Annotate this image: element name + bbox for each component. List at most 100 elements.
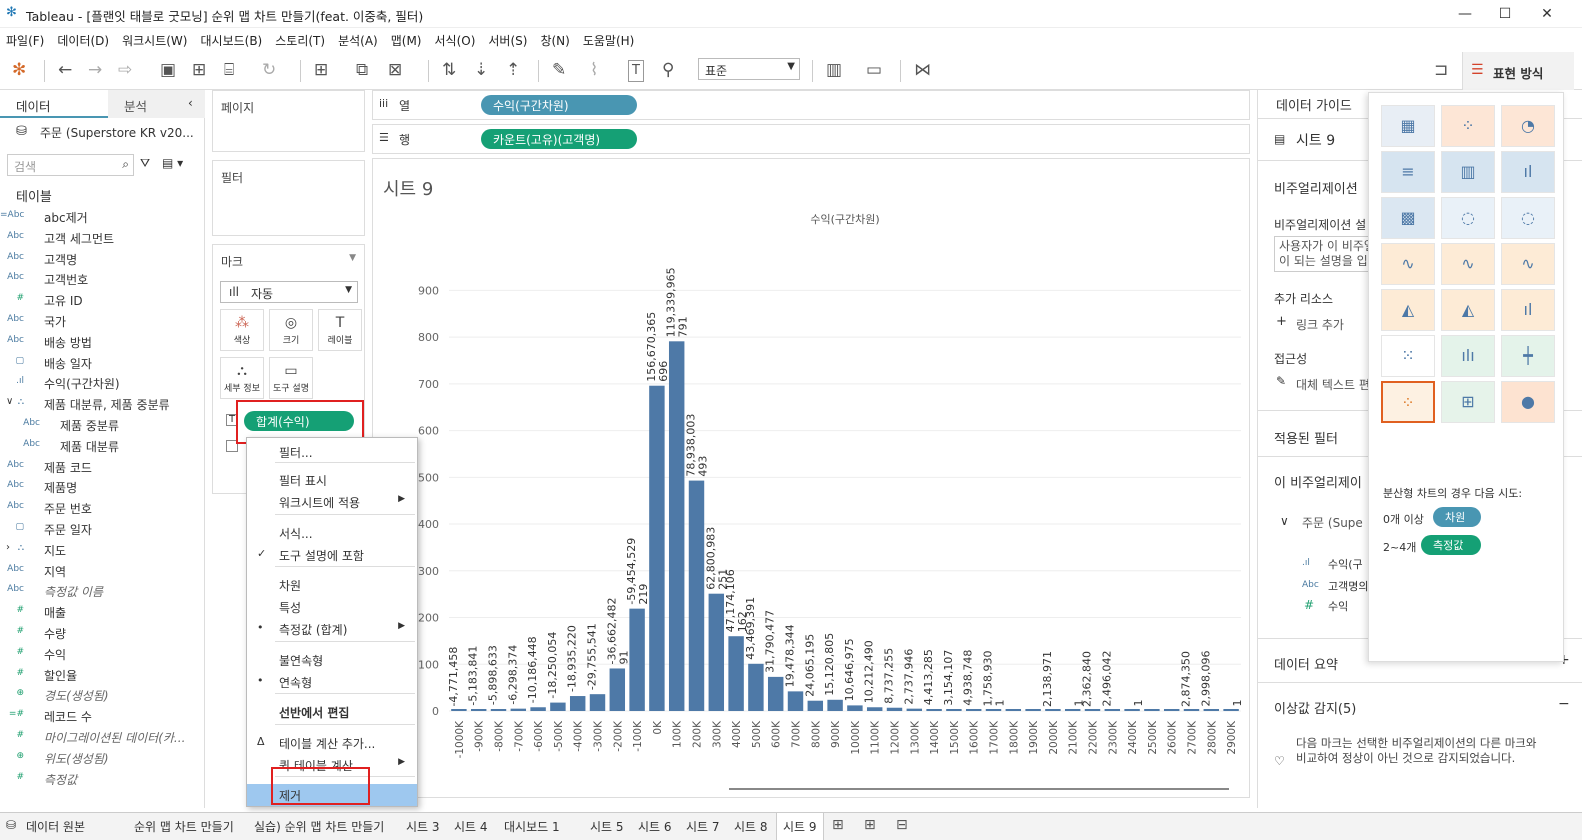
chart-type-thumbnail[interactable]: ∿ bbox=[1501, 243, 1555, 285]
expand-icon[interactable]: ∨ bbox=[6, 396, 14, 408]
sheet-tab[interactable]: 시트 7 bbox=[686, 820, 720, 834]
field-item[interactable]: › ⛬ 지도 bbox=[0, 539, 205, 560]
viz-desc-input[interactable]: 사용자가 이 비주얼 이 되는 설명을 입 bbox=[1274, 236, 1394, 272]
mark-pill[interactable]: 합계(수익) bbox=[244, 411, 354, 431]
highlight-icon[interactable]: ✎ bbox=[552, 60, 567, 80]
sheet-tab[interactable]: 시트 4 bbox=[454, 820, 488, 834]
context-menu-item[interactable]: 워크시트에 적용 ▶ bbox=[247, 491, 417, 511]
mark-button[interactable]: ◎ 크기 bbox=[269, 309, 313, 351]
mark-type-select[interactable]: ıll 자동 ▼ bbox=[220, 281, 358, 303]
sheet-tab[interactable]: 시트 6 bbox=[638, 820, 672, 834]
tableau-icon[interactable]: ✻ bbox=[12, 60, 27, 80]
share-icon[interactable]: ⋈ bbox=[914, 60, 931, 80]
view-options-icon[interactable]: ▤ ▾ bbox=[162, 156, 184, 170]
field-item[interactable]: ▢ 배송 일자 bbox=[0, 352, 205, 373]
rows-pill[interactable]: 카운트(고유)(고객명) bbox=[481, 129, 637, 149]
chart-type-thumbnail[interactable]: ◌ bbox=[1501, 197, 1555, 239]
field-item[interactable]: Abc 주문 번호 bbox=[0, 497, 205, 518]
chart-type-thumbnail[interactable]: ⁙ bbox=[1381, 335, 1435, 377]
field-item[interactable]: .ıl 수익(구간차원) bbox=[0, 372, 205, 393]
refresh-icon[interactable]: ↻ bbox=[262, 60, 277, 80]
sheet-tab[interactable]: 데이터 원본 bbox=[26, 820, 86, 834]
chart-type-thumbnail[interactable]: ◔ bbox=[1501, 105, 1555, 147]
tab-analysis[interactable]: 분석 bbox=[108, 90, 205, 118]
field-item[interactable]: =Abc abc제거 bbox=[0, 206, 205, 227]
close-icon[interactable]: ✕ bbox=[1541, 6, 1553, 22]
sheet-tab[interactable]: 시트 5 bbox=[590, 820, 624, 834]
expand-icon[interactable]: ∨ bbox=[1280, 514, 1289, 528]
sheet-tab[interactable]: 순위 맵 차트 만들기 bbox=[134, 820, 234, 834]
menu-item-5[interactable]: 분석(A) bbox=[338, 34, 378, 48]
tab-data[interactable]: 데이터 bbox=[0, 90, 108, 118]
context-menu-item[interactable]: 필터... bbox=[247, 441, 417, 461]
collapse-outliers-icon[interactable]: − bbox=[1558, 696, 1570, 712]
sheet-tab[interactable]: 실습) 순위 맵 차트 만들기 bbox=[254, 820, 385, 834]
menu-item-7[interactable]: 서식(O) bbox=[434, 34, 476, 48]
menu-item-2[interactable]: 워크시트(W) bbox=[122, 34, 188, 48]
field-item[interactable]: Abc 지역 bbox=[0, 560, 205, 581]
chart-type-thumbnail[interactable]: ∿ bbox=[1441, 243, 1495, 285]
field-item[interactable]: # 마이그레이션된 데이터(카... bbox=[0, 726, 205, 747]
mark-button[interactable]: ⛬ 세부 정보 bbox=[220, 357, 264, 399]
field-item[interactable]: Abc 배송 방법 bbox=[0, 331, 205, 352]
replay-icon[interactable]: ⇨ bbox=[118, 60, 133, 80]
context-menu-item[interactable]: 제거 bbox=[247, 784, 417, 806]
field-item[interactable]: # 수익 bbox=[0, 643, 205, 664]
fit-select[interactable]: 표준 ▼ bbox=[698, 58, 800, 80]
field-item[interactable]: # 매출 bbox=[0, 601, 205, 622]
menu-item-8[interactable]: 서버(S) bbox=[488, 34, 528, 48]
chart-type-thumbnail[interactable]: ıl bbox=[1501, 151, 1555, 193]
field-item[interactable]: # 할인율 bbox=[0, 664, 205, 685]
field-item[interactable]: ⊕ 위도(생성됨) bbox=[0, 747, 205, 768]
field-item[interactable]: Abc 고객번호 bbox=[0, 268, 205, 289]
mark-button[interactable]: ⁂ 색상 bbox=[220, 309, 264, 351]
context-menu-item[interactable]: • 연속형 bbox=[247, 671, 417, 691]
sheet-tab[interactable]: 시트 9 bbox=[776, 813, 824, 840]
comment-icon[interactable]: ⊐ bbox=[1434, 60, 1449, 80]
context-menu-item[interactable]: Δ 테이블 계산 추가... bbox=[247, 732, 417, 752]
field-item[interactable]: Abc 고객 세그먼트 bbox=[0, 227, 205, 248]
swap-icon[interactable]: ⇅ bbox=[442, 60, 457, 80]
field-item[interactable]: # 수량 bbox=[0, 622, 205, 643]
field-item[interactable]: Abc 고객명 bbox=[0, 248, 205, 269]
sort-desc-icon[interactable]: ⇡ bbox=[506, 60, 521, 80]
filters-card[interactable]: 필터 bbox=[212, 160, 365, 236]
context-menu-item[interactable]: 특성 bbox=[247, 596, 417, 616]
alt-text-link[interactable]: 대체 텍스트 편 bbox=[1296, 378, 1370, 392]
filter-icon[interactable]: ⛛ bbox=[140, 156, 151, 170]
menu-item-1[interactable]: 데이터(D) bbox=[57, 34, 110, 48]
mark-button[interactable]: ▭ 도구 설명 bbox=[269, 357, 313, 399]
mark-button[interactable]: T 레이블 bbox=[318, 309, 362, 351]
sort-asc-icon[interactable]: ⇣ bbox=[474, 60, 489, 80]
chart-type-thumbnail[interactable]: ◭ bbox=[1381, 289, 1435, 331]
field-item[interactable]: Abc 제품 중분류 bbox=[0, 414, 205, 435]
context-menu-item[interactable]: 퀵 테이블 계산 ▶ bbox=[247, 754, 417, 774]
field-item[interactable]: ∨ ⛬ 제품 대분류, 제품 중분류 bbox=[0, 393, 205, 414]
context-menu-item[interactable]: 서식... bbox=[247, 522, 417, 542]
pause-icon[interactable]: ⌸ bbox=[224, 60, 235, 80]
datasource-name[interactable]: 주문 (Superstore KR v20... bbox=[40, 126, 194, 140]
sheet-tab[interactable]: 대시보드 1 bbox=[504, 820, 560, 834]
context-menu-item[interactable]: ✓ 도구 설명에 포함 bbox=[247, 544, 417, 564]
field-item[interactable]: # 고유 ID bbox=[0, 289, 205, 310]
field-item[interactable]: Abc 국가 bbox=[0, 310, 205, 331]
expand-icon[interactable]: › bbox=[6, 541, 10, 553]
context-menu-item[interactable]: 차원 bbox=[247, 574, 417, 594]
chart-type-thumbnail[interactable]: ılı bbox=[1441, 335, 1495, 377]
new-dashboard-icon[interactable]: ⊞ bbox=[864, 817, 876, 833]
chart-type-thumbnail[interactable]: ⁘ bbox=[1381, 381, 1435, 423]
collapse-pane-icon[interactable]: ‹ bbox=[188, 96, 193, 110]
label-icon[interactable]: T bbox=[628, 60, 644, 82]
new-sheet-icon[interactable]: ⊞ bbox=[832, 817, 844, 833]
new-datasource-icon[interactable]: ⊞ bbox=[192, 60, 207, 80]
chart-type-thumbnail[interactable]: ◭ bbox=[1441, 289, 1495, 331]
columns-pill[interactable]: 수익(구간차원) bbox=[481, 95, 637, 115]
chart-type-thumbnail[interactable]: ≡ bbox=[1381, 151, 1435, 193]
new-story-icon[interactable]: ⊟ bbox=[896, 817, 908, 833]
context-menu-item[interactable]: • 측정값 (합계) ▶ bbox=[247, 618, 417, 638]
minimize-icon[interactable]: — bbox=[1458, 6, 1472, 22]
group-icon[interactable]: ⌇ bbox=[590, 60, 599, 80]
add-link[interactable]: 링크 추가 bbox=[1296, 318, 1344, 332]
chart-type-thumbnail[interactable]: ┿ bbox=[1501, 335, 1555, 377]
sheet-tab[interactable]: 시트 8 bbox=[734, 820, 768, 834]
